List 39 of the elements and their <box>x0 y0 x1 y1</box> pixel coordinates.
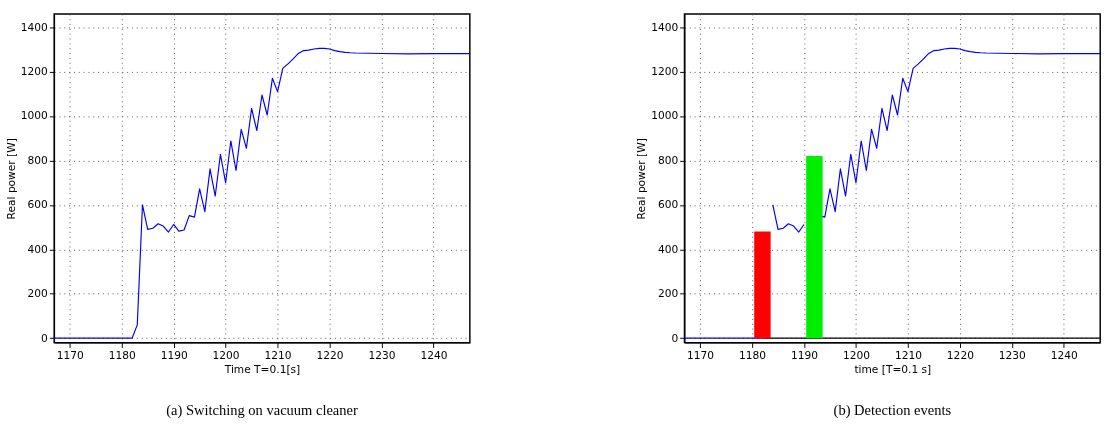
y-tick-label: 0 <box>671 331 679 345</box>
x-tick-label: 1170 <box>687 348 715 362</box>
text: (a) Switching on vacuum cleaner <box>166 402 358 420</box>
y-tick-label: 1200 <box>651 65 679 79</box>
x-axis-title: Time T=0.1[s] <box>223 363 301 377</box>
y-tick-label: 0 <box>41 331 49 345</box>
y-axis-title: Real power [W] <box>635 138 649 220</box>
y-axis-title: Real power [W] <box>4 138 18 220</box>
x-tick-label: 1220 <box>946 348 975 362</box>
x-tick-label: 1170 <box>56 348 84 362</box>
y-tick-label: 1400 <box>651 20 679 34</box>
line-series <box>54 47 470 339</box>
x-tick-label: 1180 <box>108 348 136 362</box>
y-tick-label: 1000 <box>651 109 679 123</box>
x-tick-label: 1180 <box>739 348 767 362</box>
x-tick-label: 1200 <box>212 348 240 362</box>
x-tick-label: 1230 <box>998 348 1027 362</box>
y-tick-label: 400 <box>657 242 679 256</box>
x-tick-label: 1240 <box>420 348 448 362</box>
x-tick-label: 1200 <box>842 348 871 362</box>
y-tick-label: 200 <box>657 287 679 301</box>
y-tick-label: 800 <box>657 153 679 167</box>
x-tick-label: 1210 <box>264 348 292 362</box>
x-tick-label: 1230 <box>368 348 396 362</box>
y-tick-label: 1200 <box>20 65 49 79</box>
x-tick-label: 1240 <box>1050 348 1079 362</box>
y-tick-label: 400 <box>27 242 49 256</box>
x-axis-title: time [T=0.1 s] <box>854 363 932 377</box>
y-tick-label: 600 <box>27 198 49 212</box>
x-tick-label: 1220 <box>316 348 344 362</box>
x-tick-label: 1190 <box>160 348 188 362</box>
y-tick-label: 800 <box>27 153 49 167</box>
y-tick-label: 1000 <box>20 109 49 123</box>
text: (b) Detection events <box>833 402 952 420</box>
x-tick-label: 1190 <box>790 348 819 362</box>
y-tick-label: 600 <box>657 198 679 212</box>
x-tick-label: 1210 <box>894 348 923 362</box>
y-tick-label: 1400 <box>20 20 49 34</box>
y-tick-label: 200 <box>27 287 49 301</box>
